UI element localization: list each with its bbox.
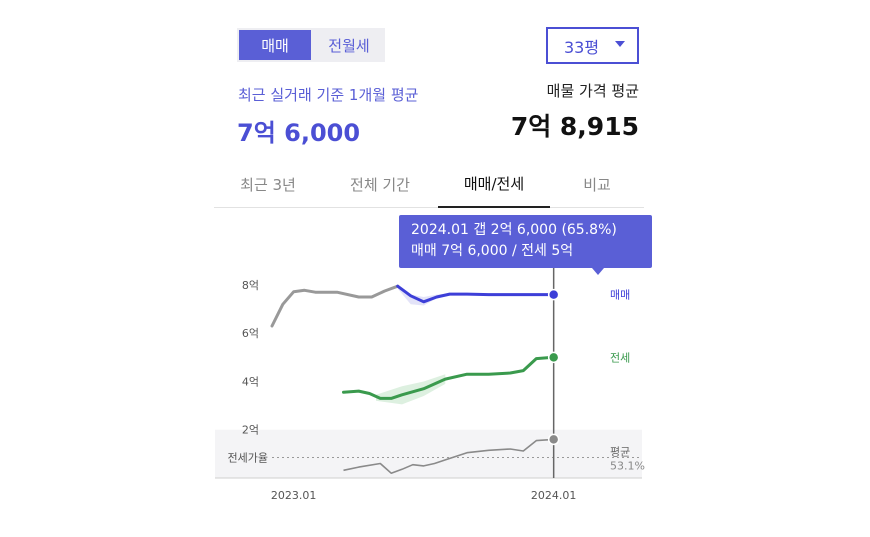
size-select-value: 33평 xyxy=(564,37,600,57)
sale-history-line xyxy=(270,284,400,328)
y-tick-label: 8억 xyxy=(242,279,259,292)
avg-ratio-line xyxy=(343,438,554,474)
recent-transaction-value: 7억 6,000 xyxy=(237,119,361,147)
sale-end-point xyxy=(547,288,560,301)
listing-price-value: 7억 8,915 xyxy=(510,112,639,141)
deal-type-sale-option[interactable]: 매매 xyxy=(239,30,311,60)
size-select[interactable]: 33평 xyxy=(546,27,639,64)
period-tabs: 최근 3년 전체 기간 매매/전세 비교 xyxy=(214,160,644,208)
tab-compare[interactable]: 비교 xyxy=(583,175,611,194)
jeonse-ratio-label: 전세가율 xyxy=(228,451,268,464)
x-tick-label: 2024.01 xyxy=(531,489,577,502)
jeonse-price-line xyxy=(342,355,556,400)
jeonse-end-point xyxy=(547,351,560,364)
deal-type-rent-option[interactable]: 전월세 xyxy=(328,36,370,55)
jeonse-series-label: 전세 xyxy=(610,351,630,364)
tooltip-prices: 매매 7억 6,000 / 전세 5억 xyxy=(411,243,574,259)
listing-price-label: 매물 가격 평균 xyxy=(546,82,639,100)
y-tick-label: 2억 xyxy=(242,424,259,437)
sale-price-line xyxy=(396,284,556,304)
caret-down-icon xyxy=(615,41,625,47)
chart-tooltip: 2024.01 갭 2억 6,000 (65.8%) 매매 7억 6,000 /… xyxy=(399,215,652,275)
tooltip-arrow xyxy=(592,268,604,275)
tab-sale-jeonse[interactable]: 매매/전세 xyxy=(438,160,550,208)
tab-recent-3y[interactable]: 최근 3년 xyxy=(240,175,296,194)
tab-all-period[interactable]: 전체 기간 xyxy=(350,175,410,194)
tooltip-gap: 2024.01 갭 2억 6,000 (65.8%) xyxy=(411,222,617,238)
sale-series-label: 매매 xyxy=(610,289,630,302)
x-tick-label: 2023.01 xyxy=(271,489,317,502)
deal-type-toggle: 매매 전월세 xyxy=(237,28,385,62)
sale-range-band xyxy=(397,286,450,306)
ratio-zone xyxy=(215,429,642,478)
avg-series-ratio: 53.1% xyxy=(610,459,645,472)
y-tick-label: 6억 xyxy=(242,327,259,340)
avg-end-point xyxy=(547,433,560,446)
recent-transaction-label: 최근 실거래 기준 1개월 평균 xyxy=(238,86,419,104)
y-tick-label: 4억 xyxy=(242,375,259,388)
avg-series-label: 평균 xyxy=(610,445,630,458)
